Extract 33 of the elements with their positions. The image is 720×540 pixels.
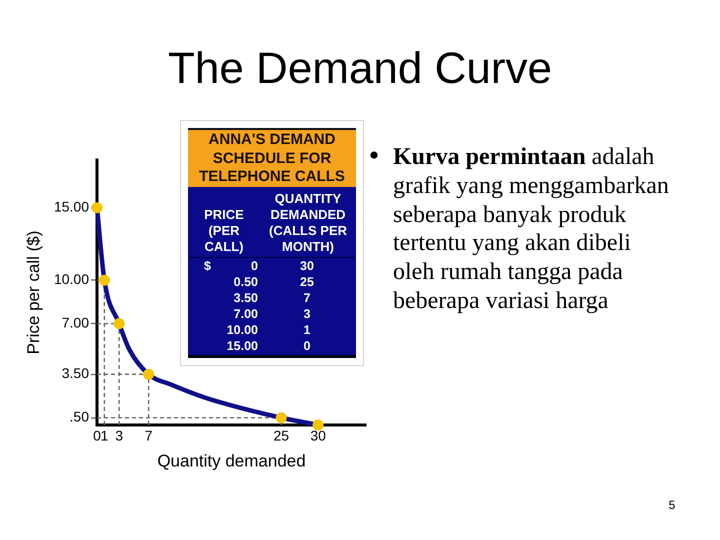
y-tick-label: .50 [70,408,90,425]
annotation: 25 [299,274,315,290]
annotation: PRICE (PER CALL) [203,206,245,254]
annotation: 0.50 [234,274,258,290]
y-tick-label: 7.00 [62,314,90,330]
text: $ [204,258,211,272]
y-axis-title: Price per call ($) [24,230,43,354]
x-tick-label: 7 [144,427,153,444]
text: 5 [668,497,676,513]
annotation: 3.50 [234,290,258,306]
annotation: 7.00 [234,306,258,322]
x-axis-title: Quantity demanded [157,451,306,470]
annotation: 3 [302,306,312,322]
annotation: 10.00 [226,322,258,338]
text: 0 [304,339,310,354]
text: ANNA'S DEMAND SCHEDULE FOR TELEPHONE CALLS [198,131,346,186]
annotation: 1 [302,322,312,338]
annotation: 15.00 [226,338,258,355]
annotation: QUANTITY DEMANDED (CALLS PER MONTH) [268,190,348,254]
annotation: 30 [299,258,315,274]
y-tick-label: 3.50 [62,365,90,382]
annotation: 0 [251,258,258,274]
y-tick-label: 15.00 [54,198,90,215]
x-tick-label: 3 [115,427,124,444]
chart-title: The Demand Curve [167,43,553,95]
x-tick-label: 30 [310,427,326,444]
text: Kurva permintaan [393,144,586,170]
annotation: 7 [302,290,312,306]
x-tick-label: 0 [93,427,102,444]
y-tick-label: 10.00 [54,271,90,288]
text: • [368,139,380,172]
x-tick-label: 1 [100,427,108,444]
x-tick-label: 25 [273,427,290,444]
